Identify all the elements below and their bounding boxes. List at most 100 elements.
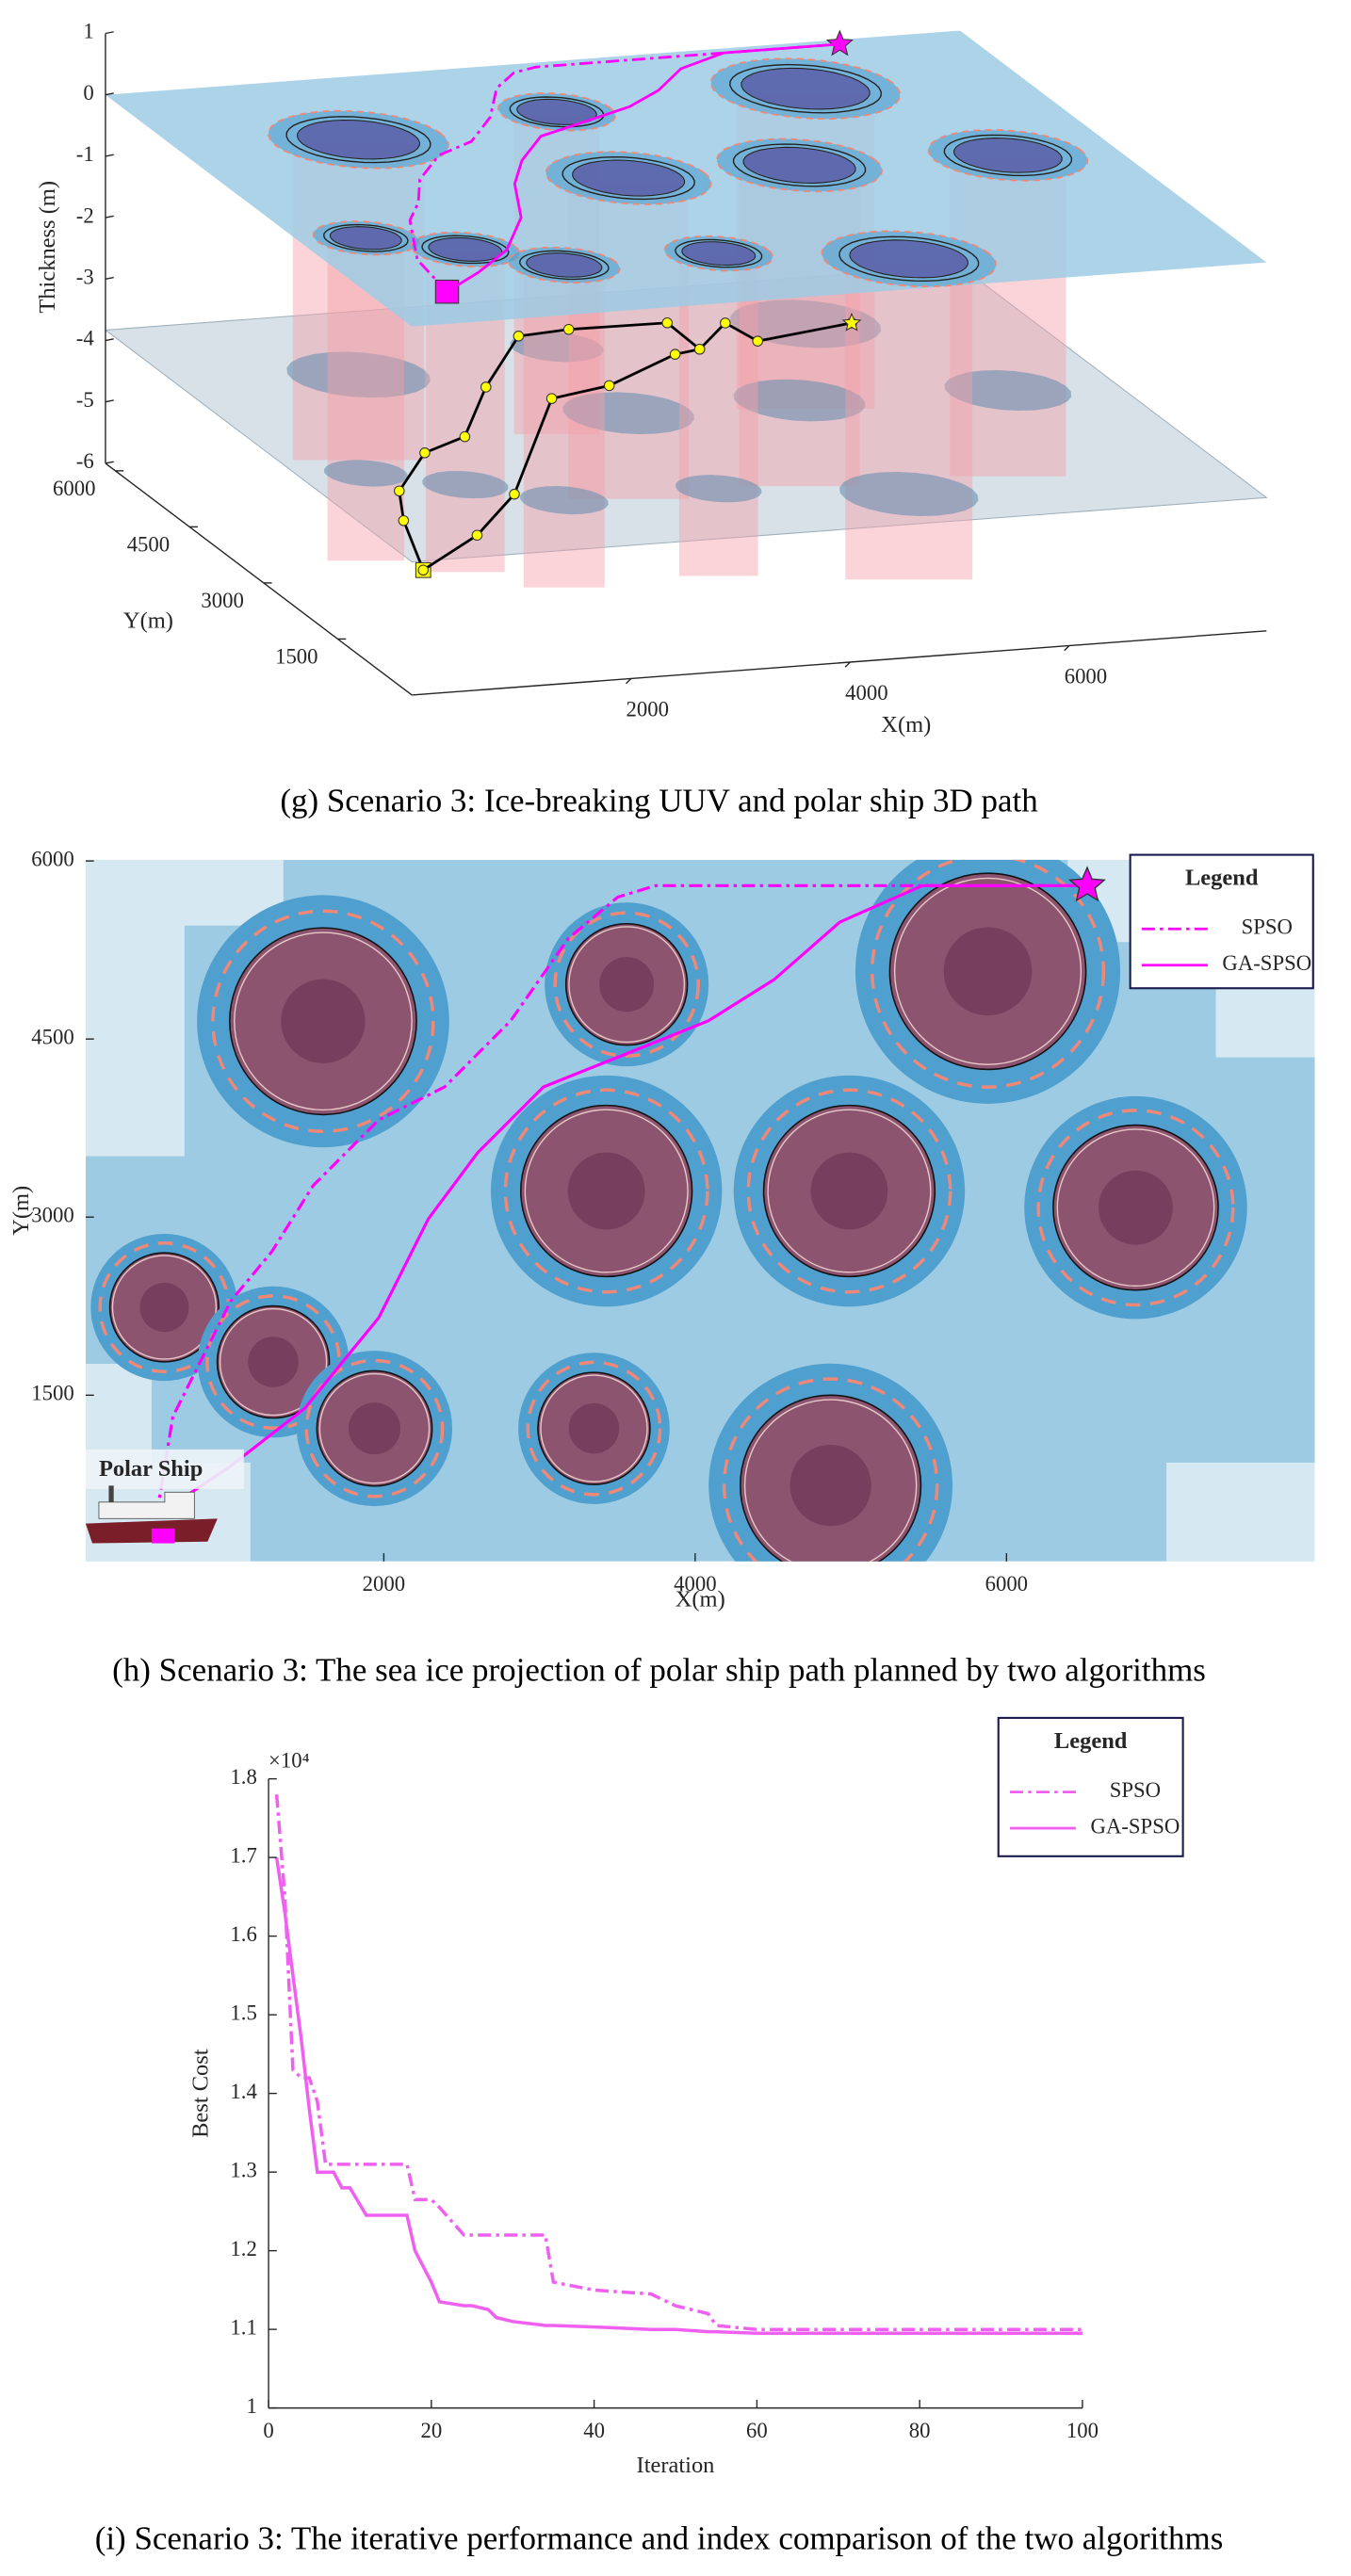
z-tick (105, 31, 114, 35)
y-tick-label: 1.1 (230, 2315, 256, 2339)
path-point (394, 485, 405, 497)
x-tick-label: 2000 (363, 1572, 405, 1596)
ice-obstacle (562, 155, 695, 201)
x-tick-label: 2000 (627, 698, 669, 721)
series-line (155, 883, 1088, 1517)
safety-ring (553, 911, 700, 1058)
ice-obstacle (323, 223, 409, 252)
legend-label: SPSO (1110, 1778, 1161, 1802)
ice-obstacle (285, 116, 431, 164)
ice-obstacle (519, 250, 610, 281)
ice-obstacle (732, 143, 867, 187)
z-tick-label: -2 (76, 203, 94, 227)
y-tick-label: 3000 (201, 589, 243, 612)
safety-ring (526, 1360, 662, 1497)
caption: (g) Scenario 3: Ice-breaking UUV and pol… (280, 782, 1038, 818)
z-tick-label: -4 (76, 327, 94, 350)
z-tick (105, 215, 114, 219)
path-point (419, 447, 431, 459)
ice-ridge-core (139, 1283, 189, 1333)
safety-ring (746, 1088, 952, 1294)
safety-ring (870, 859, 1106, 1089)
legend-label: SPSO (1242, 915, 1293, 938)
x-tick-label: 4000 (845, 681, 887, 705)
path-point (459, 430, 471, 443)
path-point (513, 331, 525, 342)
ice-keel (286, 351, 431, 398)
ice-ridge-core (348, 1402, 400, 1455)
z-tick-label: 0 (83, 81, 93, 105)
ice-keel (323, 460, 408, 487)
polar-ship: Polar Ship (85, 1449, 244, 1544)
start-marker (151, 1528, 175, 1544)
ice-ridge-ring (219, 1307, 328, 1417)
legend-title: Legend (1185, 865, 1259, 890)
x-tick-label: 6000 (1065, 665, 1107, 689)
path-point (661, 317, 674, 329)
legend-box (997, 1716, 1184, 1857)
z-tick (105, 276, 114, 280)
x-axis (412, 630, 1267, 696)
x-tick-label: 60 (746, 2419, 768, 2442)
x-tick (1064, 645, 1070, 652)
z-tick-label: -3 (76, 266, 94, 289)
ice-obstacle (943, 134, 1073, 177)
goal-marker (1067, 866, 1106, 902)
ice-obstacle (297, 119, 420, 160)
z-tick (105, 399, 114, 403)
ice-obstacle (421, 235, 510, 265)
x-tick-label: 40 (583, 2419, 605, 2442)
y-tick-label: 3000 (31, 1203, 73, 1226)
path-line (446, 42, 840, 293)
path-point (752, 335, 763, 347)
plot-area (85, 859, 1315, 1562)
x-tick (626, 677, 632, 685)
ice-keel (562, 392, 694, 434)
ice-obstacle (681, 241, 757, 267)
annotation: Polar Ship (99, 1456, 203, 1482)
ice-obstacle (572, 159, 686, 197)
y-axis-label: Best Cost (188, 2049, 214, 2138)
annotation-box (85, 1449, 244, 1489)
path-point (603, 380, 615, 392)
y-exponent-label: ×10⁴ (269, 1748, 310, 1772)
x-tick-label: 20 (420, 2419, 442, 2442)
ice-keel (839, 472, 979, 517)
z-tick-label: -1 (76, 142, 94, 166)
path-point (417, 564, 430, 576)
ice-obstacle (742, 146, 856, 184)
path-point (509, 488, 520, 500)
path-point (720, 317, 731, 329)
z-axis-label: Thickness (m) (35, 181, 60, 314)
y-axis-label: Y(m) (8, 1186, 34, 1236)
legend-label: GA-SPSO (1091, 1814, 1180, 1838)
x-tick (844, 661, 851, 668)
ice-keel (733, 379, 866, 422)
safety-ring (722, 1377, 939, 1562)
ice-ridge-core (599, 957, 655, 1013)
ice-obstacle (953, 138, 1063, 173)
goal-marker (841, 312, 862, 332)
ice-ridge-core (789, 1444, 871, 1527)
y-tick-label: 1.4 (230, 2080, 256, 2103)
ice-keel (422, 470, 509, 499)
ship-deck (98, 1491, 195, 1519)
caption: (h) Scenario 3: The sea ice projection o… (112, 1652, 1206, 1689)
y-tick-label: 1.3 (230, 2158, 256, 2181)
x-axis-label: Iteration (637, 2453, 715, 2478)
y-tick-label: 4500 (127, 533, 170, 557)
safety-ring (211, 909, 435, 1133)
ice-keel (676, 475, 762, 503)
ice-ridge-core (568, 1402, 620, 1454)
y-tick-label: 1.8 (230, 1765, 256, 1789)
ice-ridge-ring (111, 1255, 218, 1360)
ice-ridge-core (810, 1152, 888, 1230)
ice-column (845, 263, 973, 580)
ice-ridge-ring (568, 926, 686, 1044)
ice-obstacle (838, 235, 980, 283)
x-axis-label: X(m) (676, 1586, 725, 1612)
ice-ridge-ring (1056, 1128, 1215, 1288)
y-tick-label: 6000 (53, 477, 95, 500)
